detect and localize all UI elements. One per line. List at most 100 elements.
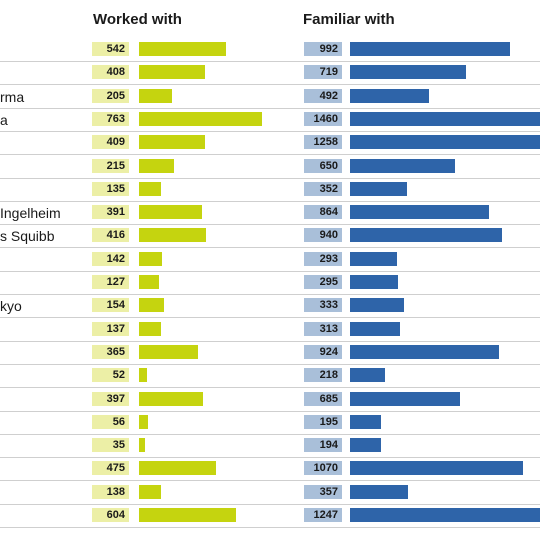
worked-with-value: 127 — [92, 275, 129, 289]
table-row: 127 295 — [0, 271, 540, 295]
familiar-with-value: 685 — [304, 391, 342, 406]
familiar-with-value: 940 — [304, 228, 342, 243]
familiar-with-bar — [350, 508, 540, 522]
worked-with-value: 365 — [92, 344, 129, 359]
worked-with-bar — [139, 484, 161, 499]
familiar-with-value: 293 — [304, 251, 342, 266]
table-row: 52 218 — [0, 364, 540, 389]
worked-with-value: 138 — [92, 484, 129, 499]
worked-with-value: 135 — [92, 181, 129, 196]
worked-with-header: Worked with — [93, 11, 182, 28]
company-label: rma — [0, 88, 25, 105]
worked-with-bar — [139, 275, 159, 289]
familiar-with-bar — [350, 158, 455, 173]
table-row: 604 1247 — [0, 504, 540, 528]
familiar-with-value: 650 — [304, 158, 342, 173]
table-row: 408 719 — [0, 61, 540, 86]
table-row: Ingelheim 391 864 — [0, 201, 540, 226]
worked-with-value: 52 — [92, 368, 129, 383]
company-label: Ingelheim — [0, 205, 61, 222]
familiar-with-value: 357 — [304, 484, 342, 499]
worked-with-bar — [139, 391, 203, 406]
table-row: 542 992 — [0, 38, 540, 62]
table-row: 409 1258 — [0, 131, 540, 156]
table-row: 397 685 — [0, 388, 540, 412]
table-row: 365 924 — [0, 341, 540, 365]
familiar-with-value: 1247 — [304, 508, 342, 522]
familiar-with-bar — [350, 228, 502, 243]
worked-with-value: 763 — [92, 111, 129, 126]
worked-with-value: 391 — [92, 205, 129, 220]
worked-with-value: 35 — [92, 438, 129, 453]
table-row: 35 194 — [0, 434, 540, 459]
worked-with-value: 142 — [92, 251, 129, 266]
familiar-with-bar — [350, 65, 466, 80]
familiar-with-value: 992 — [304, 42, 342, 56]
familiar-with-bar — [350, 414, 381, 429]
familiar-with-value: 313 — [304, 321, 342, 336]
familiar-with-value: 924 — [304, 344, 342, 359]
worked-with-value: 397 — [92, 391, 129, 406]
familiar-with-bar — [350, 275, 398, 289]
worked-with-value: 409 — [92, 135, 129, 150]
familiar-with-value: 492 — [304, 88, 342, 103]
worked-with-bar — [139, 181, 161, 196]
table-row: 142 293 — [0, 248, 540, 272]
familiar-with-header: Familiar with — [303, 11, 395, 28]
worked-with-bar — [139, 65, 205, 80]
familiar-with-bar — [350, 135, 540, 150]
familiar-with-value: 295 — [304, 275, 342, 289]
worked-with-bar — [139, 111, 262, 126]
table-row: 138 357 — [0, 481, 540, 505]
table-row: kyo 154 333 — [0, 294, 540, 319]
company-label: a — [0, 111, 8, 128]
company-label: s Squibb — [0, 228, 55, 245]
table-row: a 763 1460 — [0, 108, 540, 132]
worked-with-value: 604 — [92, 508, 129, 522]
familiar-with-bar — [350, 321, 400, 336]
familiar-with-bar — [350, 205, 489, 220]
worked-with-bar — [139, 461, 216, 476]
familiar-with-value: 218 — [304, 368, 342, 383]
worked-with-bar — [139, 508, 236, 522]
worked-with-bar — [139, 251, 162, 266]
familiar-with-bar — [350, 42, 510, 56]
familiar-with-bar — [350, 368, 385, 383]
worked-with-bar — [139, 42, 226, 56]
table-row: 215 650 — [0, 155, 540, 179]
familiar-with-value: 352 — [304, 181, 342, 196]
familiar-with-value: 194 — [304, 438, 342, 453]
familiar-with-bar — [350, 344, 499, 359]
table-row: s Squibb 416 940 — [0, 224, 540, 249]
worked-with-bar — [139, 414, 148, 429]
worked-with-value: 205 — [92, 88, 129, 103]
worked-with-value: 408 — [92, 65, 129, 80]
familiar-with-bar — [350, 484, 408, 499]
table-row: 475 1070 — [0, 457, 540, 482]
worked-with-value: 215 — [92, 158, 129, 173]
familiar-with-value: 1460 — [304, 111, 342, 126]
familiar-with-value: 1070 — [304, 461, 342, 476]
worked-with-bar — [139, 158, 174, 173]
worked-with-bar — [139, 205, 202, 220]
worked-with-bar — [139, 228, 206, 243]
familiar-with-bar — [350, 111, 540, 126]
familiar-with-value: 333 — [304, 298, 342, 313]
familiar-with-bar — [350, 391, 460, 406]
worked-with-bar — [139, 88, 172, 103]
worked-with-bar — [139, 438, 145, 453]
familiar-with-bar — [350, 461, 523, 476]
table-row: 137 313 — [0, 318, 540, 342]
familiar-with-bar — [350, 438, 381, 453]
worked-with-bar — [139, 135, 205, 150]
worked-with-value: 56 — [92, 414, 129, 429]
worked-with-bar — [139, 344, 198, 359]
worked-with-value: 416 — [92, 228, 129, 243]
company-label: kyo — [0, 298, 22, 315]
familiar-with-value: 1258 — [304, 135, 342, 150]
worked-with-value: 137 — [92, 321, 129, 336]
worked-with-bar — [139, 298, 164, 313]
familiar-with-value: 864 — [304, 205, 342, 220]
table-row: rma 205 492 — [0, 85, 540, 109]
familiar-with-bar — [350, 181, 407, 196]
